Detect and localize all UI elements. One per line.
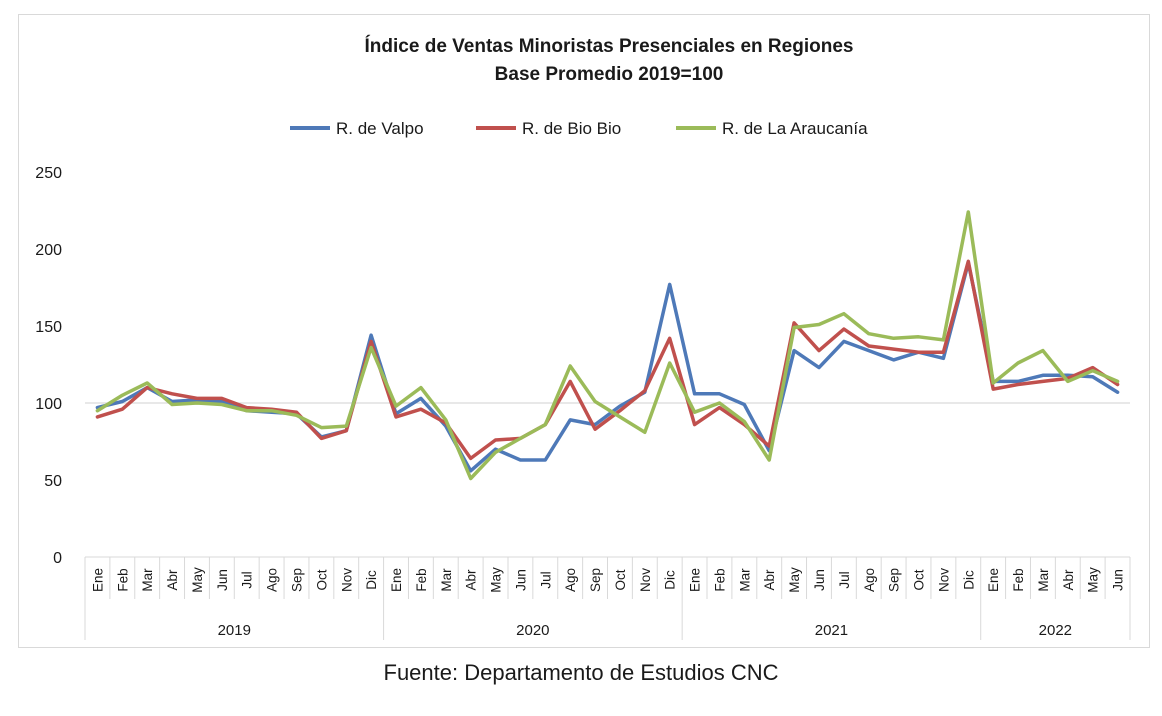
x-tick-label: Feb bbox=[115, 568, 130, 591]
x-tick-label: Nov bbox=[936, 568, 951, 592]
year-label: 2020 bbox=[516, 622, 549, 639]
source-note: Fuente: Departamento de Estudios CNC bbox=[383, 660, 779, 685]
x-tick-label: Abr bbox=[165, 569, 180, 591]
y-tick-label: 100 bbox=[35, 396, 62, 413]
year-label: 2022 bbox=[1039, 622, 1072, 639]
x-tick-label: Feb bbox=[1011, 568, 1026, 591]
x-tick-label: Jul bbox=[240, 571, 255, 588]
x-tick-label: Ago bbox=[563, 568, 578, 592]
chart-frame bbox=[18, 14, 1150, 648]
legend: R. de Valpo R. de Bio Bio R. de La Araucan… bbox=[290, 119, 868, 138]
x-tick-label: Ene bbox=[389, 568, 404, 592]
x-tick-label: Jul bbox=[837, 571, 852, 588]
x-tick-label: Mar bbox=[439, 568, 454, 592]
x-tick-label: Mar bbox=[737, 568, 752, 592]
x-tick-label: Jun bbox=[513, 569, 528, 591]
chart-title: Índice de Ventas Minoristas Presenciales… bbox=[365, 35, 854, 57]
x-tick-label: Oct bbox=[912, 569, 927, 590]
x-tick-label: Dic bbox=[961, 570, 976, 590]
x-tick-label: Sep bbox=[588, 568, 603, 592]
line-chart: Índice de Ventas Minoristas Presenciales… bbox=[35, 35, 1131, 640]
x-tick-label: May bbox=[1086, 567, 1101, 593]
x-tick-label: Feb bbox=[414, 568, 429, 591]
x-tick-label: Abr bbox=[464, 569, 479, 591]
x-tick-label: Abr bbox=[762, 569, 777, 591]
legend-label-1: R. de Bio Bio bbox=[522, 119, 621, 138]
year-label: 2019 bbox=[218, 622, 251, 639]
series-line-2 bbox=[95, 210, 1120, 481]
x-tick-label: Dic bbox=[663, 570, 678, 590]
chart-subtitle: Base Promedio 2019=100 bbox=[495, 64, 724, 85]
y-tick-label: 50 bbox=[44, 473, 62, 490]
x-tick-label: Jul bbox=[538, 571, 553, 588]
x-tick-label: Ene bbox=[986, 568, 1001, 592]
x-tick-label: Ene bbox=[90, 568, 105, 592]
x-tick-label: Sep bbox=[289, 568, 304, 592]
y-axis: 0 50 100 150 200 250 bbox=[35, 165, 1130, 567]
y-tick-label: 250 bbox=[35, 165, 62, 182]
y-tick-label: 150 bbox=[35, 319, 62, 336]
legend-label-0: R. de Valpo bbox=[336, 119, 424, 138]
x-tick-label: Ago bbox=[265, 568, 280, 592]
x-tick-label: Jun bbox=[1111, 569, 1126, 591]
x-axis: Ene Feb Mar Abr May Jun Jul Ago Sep Oct Nov Dic Ene F… bbox=[84, 556, 1131, 640]
x-tick-label: Abr bbox=[1061, 569, 1076, 591]
y-tick-label: 200 bbox=[35, 242, 62, 259]
year-label: 2021 bbox=[815, 622, 848, 639]
x-tick-label: Feb bbox=[712, 568, 727, 591]
x-tick-label: Jun bbox=[812, 569, 827, 591]
x-tick-label: Mar bbox=[140, 568, 155, 592]
x-tick-label: Nov bbox=[638, 568, 653, 592]
x-tick-label: May bbox=[787, 567, 802, 593]
x-tick-label: Nov bbox=[339, 568, 354, 592]
x-tick-label: May bbox=[489, 567, 504, 593]
x-tick-label: Oct bbox=[314, 569, 329, 590]
x-tick-label: Jun bbox=[215, 569, 230, 591]
x-tick-label: Oct bbox=[613, 569, 628, 590]
x-tick-label: Sep bbox=[887, 568, 902, 592]
legend-label-2: R. de La Araucanía bbox=[722, 119, 868, 138]
y-tick-label: 0 bbox=[53, 550, 62, 567]
series-line-1 bbox=[95, 259, 1120, 461]
x-tick-label: May bbox=[190, 567, 205, 593]
series-lines bbox=[95, 210, 1120, 481]
x-tick-label: Dic bbox=[364, 570, 379, 590]
x-tick-label: Mar bbox=[1036, 568, 1051, 592]
x-tick-label: Ene bbox=[688, 568, 703, 592]
series-line-0 bbox=[95, 261, 1120, 473]
x-tick-label: Ago bbox=[862, 568, 877, 592]
